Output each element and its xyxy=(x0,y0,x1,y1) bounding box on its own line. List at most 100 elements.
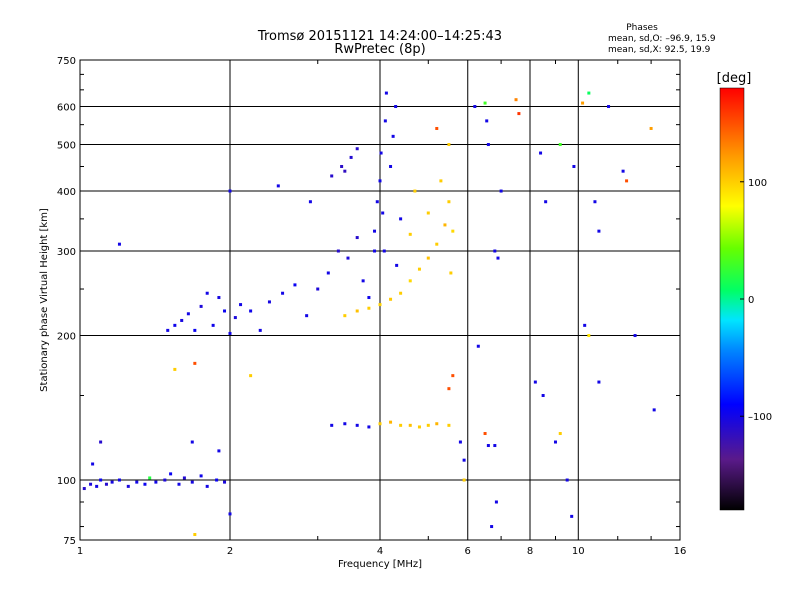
data-point xyxy=(330,174,334,178)
data-point xyxy=(217,449,221,453)
data-point xyxy=(343,169,347,173)
data-point xyxy=(493,249,497,253)
data-point xyxy=(607,105,611,109)
data-point xyxy=(473,105,477,109)
data-point xyxy=(379,151,383,155)
data-point xyxy=(148,476,152,480)
data-point xyxy=(367,296,371,300)
x-tick-labels: 1 2 4 6 8 10 16 xyxy=(77,546,687,557)
data-point xyxy=(587,334,591,338)
data-point xyxy=(193,533,197,537)
data-point xyxy=(417,267,421,271)
data-point xyxy=(544,200,548,204)
data-point xyxy=(211,323,215,327)
data-point xyxy=(378,422,382,426)
data-point xyxy=(389,297,393,301)
grid-lines xyxy=(80,60,680,540)
x-tick-label: 2 xyxy=(227,546,233,557)
data-point xyxy=(373,249,377,253)
data-point xyxy=(587,91,591,95)
data-point xyxy=(177,482,181,486)
data-point xyxy=(435,422,439,426)
y-tick-label: 400 xyxy=(57,187,76,198)
data-point xyxy=(395,263,399,267)
x-axis-label: Frequency [MHz] xyxy=(338,559,422,570)
chart-title: Tromsø 20151121 14:24:00–14:25:43 xyxy=(257,29,502,44)
data-point xyxy=(193,328,197,332)
data-point xyxy=(349,155,353,159)
data-point xyxy=(89,482,93,486)
data-point xyxy=(539,151,543,155)
data-point xyxy=(223,480,227,484)
data-point xyxy=(553,440,557,444)
y-tick-labels: 75 100 200 300 400 500 600 750 xyxy=(57,56,76,547)
data-point xyxy=(223,309,227,313)
data-point xyxy=(389,420,393,424)
data-point xyxy=(378,303,382,307)
colorbar-ticks: 100 0 –100 xyxy=(740,178,772,423)
colorbar-tick-label: –100 xyxy=(748,412,772,423)
data-point xyxy=(182,476,186,480)
y-tick-label: 500 xyxy=(57,141,76,152)
data-point xyxy=(293,283,297,287)
colorbar-tick-label: 100 xyxy=(748,178,767,189)
data-point xyxy=(394,105,398,109)
data-point xyxy=(199,304,203,308)
data-point xyxy=(565,478,569,482)
data-point xyxy=(426,256,430,260)
data-point xyxy=(462,478,466,482)
y-tick-label: 75 xyxy=(63,536,76,547)
data-point xyxy=(449,271,453,275)
data-point xyxy=(173,367,177,371)
data-point xyxy=(340,164,344,168)
data-point xyxy=(180,318,184,322)
data-point xyxy=(558,432,562,436)
y-tick-label: 600 xyxy=(57,103,76,114)
data-point xyxy=(249,309,253,313)
data-point xyxy=(378,179,382,183)
data-point xyxy=(572,164,576,168)
data-point xyxy=(99,478,103,482)
data-point xyxy=(435,126,439,130)
data-point xyxy=(490,525,494,529)
data-point xyxy=(533,380,537,384)
data-point xyxy=(458,440,462,444)
data-point xyxy=(193,361,197,365)
data-point xyxy=(110,480,114,484)
y-tick-label: 100 xyxy=(57,476,76,487)
data-point xyxy=(205,291,209,295)
data-point xyxy=(439,179,443,183)
data-point xyxy=(570,514,574,518)
data-point xyxy=(597,229,601,233)
data-point xyxy=(649,126,653,130)
data-point xyxy=(447,387,451,391)
data-point xyxy=(163,478,167,482)
data-point xyxy=(383,119,387,123)
data-point xyxy=(486,444,490,448)
data-point xyxy=(355,309,359,313)
data-point xyxy=(413,189,417,193)
data-point xyxy=(367,306,371,310)
data-point xyxy=(426,423,430,427)
data-point xyxy=(143,482,147,486)
y-tick-label: 300 xyxy=(57,247,76,258)
data-point xyxy=(476,344,480,348)
colorbar-tick-label: 0 xyxy=(748,295,754,306)
data-point xyxy=(408,279,412,283)
data-point xyxy=(399,291,403,295)
data-point xyxy=(305,314,309,318)
data-point xyxy=(186,312,190,316)
data-point xyxy=(597,380,601,384)
data-point xyxy=(217,296,221,300)
data-point xyxy=(367,425,371,429)
data-point xyxy=(652,408,656,412)
data-point xyxy=(355,147,359,151)
data-point xyxy=(258,328,262,332)
data-point xyxy=(355,236,359,240)
data-point xyxy=(316,287,320,291)
data-point xyxy=(633,334,637,338)
data-point xyxy=(154,480,158,484)
data-point xyxy=(239,303,243,307)
data-point xyxy=(408,423,412,427)
y-tick-label: 200 xyxy=(57,332,76,343)
